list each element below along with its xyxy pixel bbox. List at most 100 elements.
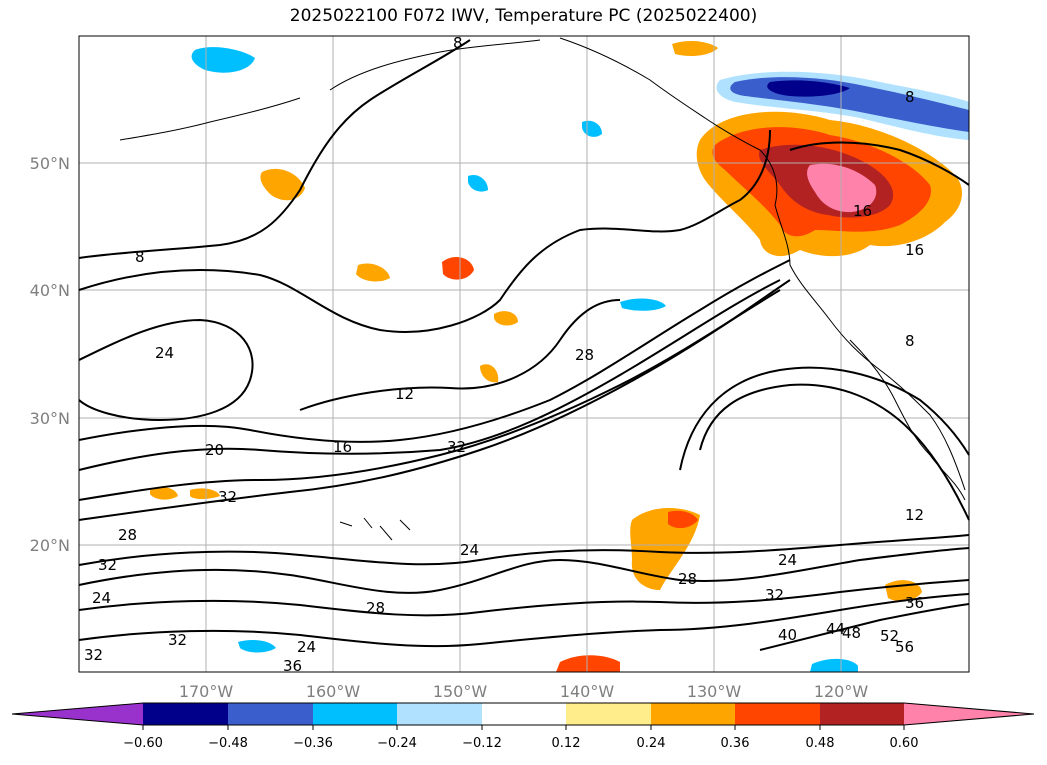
colorbar-tick-label: −0.60 bbox=[123, 736, 163, 751]
contour-label: 56 bbox=[895, 638, 914, 656]
shading-layer bbox=[150, 41, 969, 672]
contour-label: 24 bbox=[297, 638, 316, 656]
contour-labels: 8 8 12 12 16 16 20 24 24 24 24 24 28 28 … bbox=[84, 34, 924, 675]
contour-label: 32 bbox=[84, 646, 103, 664]
coastline-aleutians bbox=[119, 97, 301, 141]
colorbar-segment bbox=[313, 703, 397, 725]
contour-8-north bbox=[78, 39, 471, 259]
contour-label: 32 bbox=[168, 631, 187, 649]
shading-patch-yellow3 bbox=[480, 364, 499, 383]
colorbar-segment bbox=[482, 703, 566, 725]
colorbar-tick-label: −0.24 bbox=[377, 736, 417, 751]
contour-label: 52 bbox=[880, 627, 899, 645]
colorbar-segment bbox=[228, 703, 313, 725]
lon-label: 130°W bbox=[687, 682, 742, 701]
lon-label: 150°W bbox=[433, 682, 488, 701]
lon-label: 160°W bbox=[306, 682, 361, 701]
colorbar-ticks bbox=[142, 725, 905, 730]
lat-label: 20°N bbox=[30, 536, 70, 555]
contour-label: 12 bbox=[905, 506, 924, 524]
contour-28-south bbox=[78, 547, 970, 594]
plot-frame bbox=[78, 35, 970, 673]
shading-patch-cyan3 bbox=[620, 298, 666, 311]
contour-label: 12 bbox=[395, 385, 414, 403]
colorbar-tick-label: 0.12 bbox=[552, 736, 581, 751]
lon-label: 140°W bbox=[560, 682, 615, 701]
colorbar-tick-label: −0.48 bbox=[208, 736, 248, 751]
coastline-alaska bbox=[329, 37, 966, 491]
shading-positive-pnw-peak bbox=[807, 163, 877, 213]
contour-40-south bbox=[759, 603, 970, 651]
contour-label: 16 bbox=[853, 202, 872, 220]
shading-patch-sub1 bbox=[630, 508, 700, 590]
contour-label: 24 bbox=[778, 551, 797, 569]
colorbar: −0.60 −0.48 −0.36 −0.24 −0.12 0.12 0.24 … bbox=[11, 702, 1035, 751]
contour-label: 40 bbox=[778, 626, 797, 644]
contour-label: 48 bbox=[842, 624, 861, 642]
colorbar-extend-low bbox=[12, 703, 143, 725]
contour-36-south bbox=[78, 593, 970, 648]
contour-label: 16 bbox=[333, 438, 352, 456]
contour-label: 8 bbox=[453, 34, 463, 52]
lat-label: 50°N bbox=[30, 154, 70, 173]
contour-16-east bbox=[679, 366, 970, 471]
contour-label: 8 bbox=[905, 332, 915, 350]
colorbar-tick-label: 0.36 bbox=[721, 736, 750, 751]
shading-patch-west bbox=[260, 168, 305, 201]
shading-patch-yellow4 bbox=[494, 311, 518, 326]
lon-label: 120°W bbox=[814, 682, 869, 701]
contour-label: 32 bbox=[765, 586, 784, 604]
contours bbox=[78, 39, 970, 651]
colorbar-tick-label: −0.36 bbox=[293, 736, 333, 751]
contour-label: 20 bbox=[205, 441, 224, 459]
shading-negative-ne-core bbox=[767, 80, 850, 97]
contour-label: 32 bbox=[218, 488, 237, 506]
contour-label: 32 bbox=[98, 556, 117, 574]
lon-axis-labels: 170°W 160°W 150°W 140°W 130°W 120°W bbox=[179, 682, 869, 701]
grid-lines bbox=[79, 36, 969, 672]
lat-label: 30°N bbox=[30, 409, 70, 428]
contour-12-loop bbox=[299, 299, 621, 411]
shading-patch-cyan5 bbox=[810, 658, 858, 672]
contour-16 bbox=[78, 259, 791, 443]
contour-32-main bbox=[78, 279, 791, 521]
contour-label: 28 bbox=[678, 570, 697, 588]
contour-28-main bbox=[78, 289, 781, 501]
colorbar-tick-label: 0.48 bbox=[806, 736, 835, 751]
colorbar-segment bbox=[820, 703, 904, 725]
coastlines bbox=[119, 37, 966, 541]
map-title: 2025022100 F072 IWV, Temperature PC (202… bbox=[289, 6, 758, 26]
colorbar-segment bbox=[735, 703, 820, 725]
shading-patch-top bbox=[672, 41, 718, 56]
contour-8-arc bbox=[78, 129, 771, 333]
contour-label: 32 bbox=[447, 438, 466, 456]
coastline-baja bbox=[849, 339, 966, 501]
contour-label: 28 bbox=[118, 526, 137, 544]
contour-20 bbox=[78, 279, 781, 471]
contour-label: 28 bbox=[575, 346, 594, 364]
shading-patch-mid2 bbox=[356, 263, 390, 282]
lat-axis-labels: 50°N 40°N 30°N 20°N bbox=[30, 154, 70, 555]
contour-north-east bbox=[789, 141, 970, 186]
shading-patch-yellow2 bbox=[190, 488, 220, 499]
contour-label: 8 bbox=[135, 248, 145, 266]
coastline-hawaii bbox=[339, 517, 411, 541]
contour-32-south bbox=[78, 579, 970, 617]
colorbar-segment bbox=[397, 703, 482, 725]
colorbar-extend-high bbox=[904, 703, 1034, 725]
colorbar-tick-label: 0.60 bbox=[890, 736, 919, 751]
colorbar-segment bbox=[566, 703, 651, 725]
shading-patch-cyan4 bbox=[238, 640, 276, 653]
colorbar-tick-label: −0.12 bbox=[462, 736, 502, 751]
shading-patch-cyan1 bbox=[468, 174, 488, 192]
contour-label: 24 bbox=[460, 541, 479, 559]
shading-patch-alaska bbox=[191, 47, 255, 73]
contour-24-west bbox=[78, 318, 254, 422]
contour-label: 8 bbox=[905, 88, 915, 106]
contour-label: 28 bbox=[366, 599, 385, 617]
lat-label: 40°N bbox=[30, 281, 70, 300]
contour-12-east bbox=[699, 383, 970, 521]
colorbar-segment bbox=[143, 703, 228, 725]
contour-label: 36 bbox=[905, 594, 924, 612]
